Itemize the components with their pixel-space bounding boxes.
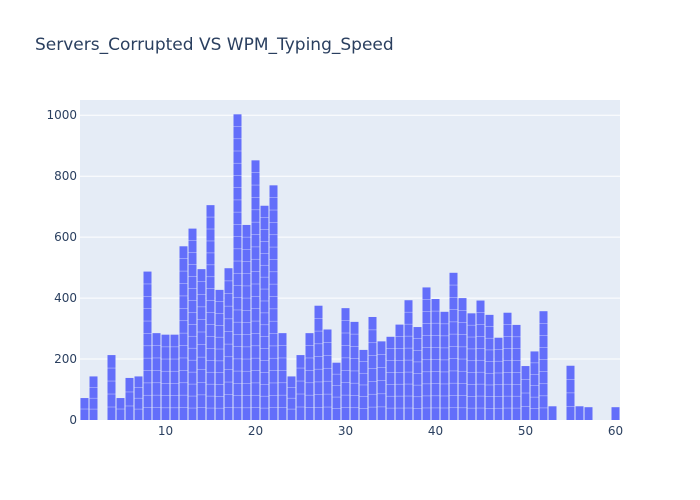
chart-title: Servers_Corrupted VS WPM_Typing_Speed (35, 35, 394, 55)
bars (80, 114, 620, 421)
bar[interactable] (296, 355, 305, 420)
bar[interactable] (548, 406, 557, 420)
bar[interactable] (170, 334, 179, 420)
bar[interactable] (503, 312, 512, 420)
bar[interactable] (584, 407, 593, 420)
bar[interactable] (494, 337, 503, 420)
bar[interactable] (485, 314, 494, 420)
bar[interactable] (161, 334, 170, 420)
grid-lines (80, 114, 620, 360)
x-tick-label: 20 (248, 424, 263, 438)
x-axis-ticks: 10 20 30 40 50 60 (158, 424, 623, 438)
y-tick-label: 200 (54, 352, 77, 366)
y-tick-label: 600 (54, 230, 77, 244)
bar[interactable] (152, 333, 161, 420)
bar[interactable] (125, 377, 134, 420)
bar[interactable] (467, 313, 476, 420)
y-tick-label: 0 (69, 413, 77, 427)
y-tick-label: 800 (54, 169, 77, 183)
bar[interactable] (107, 355, 116, 420)
plot-area (80, 100, 620, 420)
bar[interactable] (341, 308, 350, 420)
bar[interactable] (575, 406, 584, 420)
bar[interactable] (386, 336, 395, 420)
bar[interactable] (269, 185, 278, 420)
bar[interactable] (233, 114, 242, 421)
bar[interactable] (215, 289, 224, 420)
x-tick-label: 30 (338, 424, 353, 438)
x-tick-label: 10 (158, 424, 173, 438)
bar[interactable] (305, 333, 314, 420)
bar[interactable] (314, 305, 323, 420)
y-axis-ticks: 0 200 400 600 800 1000 (46, 108, 77, 427)
bar[interactable] (539, 311, 548, 420)
bar[interactable] (251, 160, 260, 421)
bar[interactable] (440, 311, 449, 420)
bar[interactable] (332, 362, 341, 420)
bar[interactable] (611, 407, 620, 420)
bar[interactable] (323, 329, 332, 420)
x-tick-label: 60 (608, 424, 623, 438)
x-tick-label: 50 (518, 424, 533, 438)
y-tick-label: 400 (54, 291, 77, 305)
x-tick-label: 40 (428, 424, 443, 438)
bar[interactable] (278, 333, 287, 420)
bar[interactable] (422, 287, 431, 420)
y-tick-label: 1000 (46, 108, 77, 122)
